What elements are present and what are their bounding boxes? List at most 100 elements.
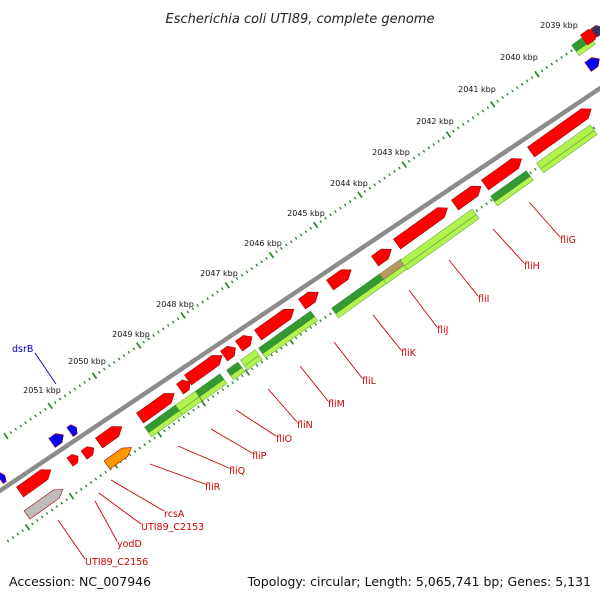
cds-arrow-forward bbox=[95, 426, 123, 449]
tick-mark bbox=[480, 205, 484, 209]
gene-label-fliQ: fliQ bbox=[229, 466, 245, 477]
tick-mark bbox=[147, 337, 150, 341]
leader-line bbox=[408, 289, 438, 328]
tick-mark bbox=[383, 176, 386, 180]
tick-mark bbox=[211, 394, 215, 398]
tick-mark bbox=[240, 273, 244, 277]
tick-mark bbox=[393, 169, 396, 173]
tick-mark bbox=[200, 399, 207, 407]
gene-labels: fliG fliH fliI fliJ fliK fliL fliM fliN fliO fliP… bbox=[12, 201, 576, 568]
tick-mark bbox=[334, 210, 337, 214]
misc-feature bbox=[590, 25, 600, 38]
tick-mark bbox=[388, 173, 391, 177]
kbp-label: 2047 kbp bbox=[200, 269, 238, 278]
cog-segment-lower bbox=[262, 316, 318, 359]
tick-mark bbox=[466, 119, 470, 123]
gene-label-fliM: fliM bbox=[328, 399, 345, 410]
tick-mark bbox=[520, 82, 524, 86]
genome-backbone bbox=[0, 85, 600, 494]
leader-line bbox=[34, 352, 57, 385]
map-title: Escherichia coli UTI89, complete genome bbox=[166, 12, 435, 27]
tick-mark bbox=[162, 327, 165, 331]
tick-mark bbox=[476, 112, 480, 116]
tick-mark bbox=[58, 397, 62, 401]
kbp-label: 2044 kbp bbox=[330, 179, 368, 188]
tick-mark bbox=[133, 450, 137, 453]
cog-segment-lower bbox=[540, 130, 598, 174]
tick-mark bbox=[357, 191, 363, 199]
kbp-tick-ring: 2039 kbp 2040 kbp 2041 kbp 2042 kbp 2043 kbp… bbox=[3, 21, 598, 543]
tick-mark bbox=[260, 260, 263, 264]
tick-mark bbox=[496, 99, 499, 103]
tick-mark bbox=[280, 346, 283, 350]
tick-mark bbox=[34, 414, 37, 418]
tick-mark bbox=[63, 394, 67, 398]
tick-mark bbox=[373, 183, 377, 187]
tick-mark bbox=[437, 139, 440, 143]
tick-mark bbox=[135, 342, 142, 349]
tick-mark bbox=[294, 236, 298, 240]
tick-mark bbox=[328, 312, 332, 316]
tick-mark bbox=[157, 330, 160, 334]
tick-mark bbox=[471, 116, 475, 120]
tick-mark bbox=[89, 481, 93, 484]
cds-arrow-forward bbox=[481, 158, 523, 191]
tick-mark bbox=[65, 498, 68, 502]
tick-mark bbox=[47, 402, 54, 410]
tick-mark bbox=[83, 380, 86, 384]
tick-mark bbox=[299, 333, 303, 336]
kbp-label: 2048 kbp bbox=[156, 300, 194, 309]
tick-mark bbox=[268, 251, 275, 259]
tick-mark bbox=[489, 100, 496, 108]
tick-mark bbox=[275, 250, 278, 254]
tick-mark bbox=[103, 367, 106, 371]
kbp-label: 2046 kbp bbox=[244, 239, 282, 248]
cds-arrow-forward bbox=[80, 446, 95, 460]
tick-mark bbox=[555, 59, 558, 63]
leader-line bbox=[372, 314, 402, 351]
kbp-label: 2039 kbp bbox=[540, 21, 578, 30]
tick-mark bbox=[29, 417, 32, 421]
kbp-label: 2051 kbp bbox=[23, 386, 61, 395]
tick-mark bbox=[353, 196, 357, 200]
tick-mark bbox=[417, 153, 421, 157]
tick-mark bbox=[343, 203, 347, 207]
tick-mark bbox=[230, 280, 234, 284]
cog-track bbox=[144, 33, 598, 438]
tick-mark bbox=[275, 350, 278, 354]
tick-mark bbox=[314, 322, 317, 326]
cog-segment-lower bbox=[335, 278, 388, 319]
tick-mark bbox=[516, 86, 519, 90]
tick-mark bbox=[530, 76, 534, 80]
tick-mark bbox=[187, 412, 191, 416]
tick-mark bbox=[506, 92, 509, 96]
cds-arrow-forward bbox=[235, 335, 253, 352]
tick-mark bbox=[592, 126, 596, 130]
tick-mark bbox=[398, 166, 401, 170]
regulatory-feature bbox=[0, 472, 7, 484]
tick-mark bbox=[162, 429, 166, 433]
tick-mark bbox=[186, 310, 190, 314]
tick-mark bbox=[221, 287, 224, 291]
cds-arrow-forward bbox=[220, 345, 236, 362]
tick-mark bbox=[211, 293, 214, 297]
tick-mark bbox=[250, 367, 254, 371]
regulatory-feature bbox=[48, 433, 64, 448]
tick-mark bbox=[191, 307, 195, 311]
tick-mark bbox=[304, 230, 308, 234]
tick-mark bbox=[339, 206, 342, 210]
gene-label-fliL: fliL bbox=[362, 376, 377, 387]
tick-mark bbox=[142, 340, 145, 344]
tick-mark bbox=[172, 422, 176, 426]
tick-mark bbox=[117, 357, 121, 361]
tick-mark bbox=[24, 523, 31, 531]
kbp-label: 2042 kbp bbox=[416, 117, 454, 126]
tick-mark bbox=[91, 372, 98, 380]
cds-arrow-forward bbox=[451, 185, 482, 211]
tick-mark bbox=[79, 487, 83, 491]
tick-mark bbox=[132, 347, 136, 351]
tick-mark bbox=[31, 522, 34, 526]
tick-mark bbox=[570, 49, 573, 53]
topology-text: Topology: circular; Length: 5,065,741 bp… bbox=[247, 574, 591, 589]
tick-mark bbox=[171, 320, 175, 324]
